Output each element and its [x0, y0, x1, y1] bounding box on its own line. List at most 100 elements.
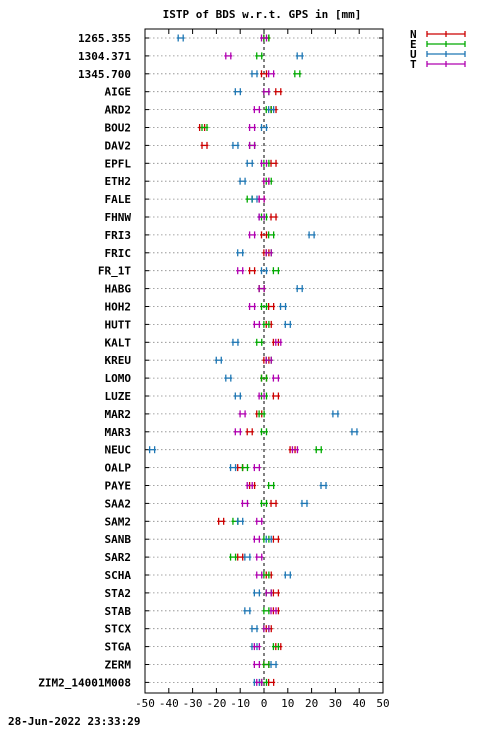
- data-point-U: [264, 535, 273, 543]
- data-point-T: [274, 338, 283, 346]
- legend-label-U: U: [410, 48, 417, 61]
- data-point-T: [248, 124, 257, 131]
- data-point-E: [293, 70, 302, 78]
- data-point-T: [252, 464, 261, 472]
- data-point-E: [260, 428, 268, 436]
- legend-label-N: N: [410, 28, 417, 41]
- data-point-T: [240, 499, 249, 507]
- data-point-T: [252, 643, 261, 651]
- site-label: KREU: [105, 354, 132, 367]
- data-point-N: [236, 553, 245, 561]
- data-point-T: [238, 410, 247, 418]
- site-label: KALT: [105, 336, 132, 349]
- data-point-T: [257, 392, 266, 400]
- data-point-N: [248, 267, 257, 275]
- site-label: ARD2: [105, 104, 132, 117]
- site-label: LOMO: [105, 372, 132, 385]
- data-point-N: [269, 499, 278, 507]
- data-point-E: [267, 231, 276, 239]
- x-tick-label: 10: [281, 697, 294, 710]
- data-point-N: [269, 159, 278, 167]
- timestamp: 28-Jun-2022 23:33:29: [8, 715, 140, 728]
- data-point-E: [260, 303, 268, 310]
- data-point-U: [243, 607, 252, 615]
- data-point-E: [229, 553, 238, 561]
- site-label: NEUC: [105, 444, 132, 457]
- site-label: ZIM2_14001M008: [38, 676, 131, 689]
- data-point-E: [260, 374, 268, 382]
- data-point-T: [257, 213, 266, 221]
- data-point-U: [245, 159, 254, 167]
- data-point-N: [200, 141, 209, 149]
- data-point-T: [255, 553, 264, 561]
- legend-label-E: E: [410, 38, 417, 51]
- site-label: BOU2: [105, 122, 132, 135]
- x-tick-label: -40: [159, 697, 179, 710]
- site-label: STGA: [105, 641, 132, 654]
- data-point-T: [271, 374, 280, 382]
- data-point-T: [236, 267, 245, 275]
- data-point-N: [269, 213, 278, 221]
- site-label: SAR2: [105, 551, 132, 564]
- site-label: ETH2: [105, 175, 132, 188]
- data-point-U: [252, 589, 261, 597]
- site-label: STCX: [105, 623, 132, 636]
- site-label: PAYE: [105, 480, 132, 493]
- site-label: HUTT: [105, 318, 132, 331]
- data-point-T: [255, 678, 264, 686]
- data-point-E: [257, 410, 266, 418]
- site-label: SCHA: [105, 569, 132, 582]
- data-point-U: [231, 141, 240, 149]
- data-point-T: [252, 106, 261, 114]
- data-point-T: [262, 625, 271, 633]
- data-point-E: [271, 643, 280, 651]
- data-point-U: [233, 392, 242, 400]
- site-label: MAR3: [105, 426, 132, 439]
- data-point-U: [295, 285, 304, 293]
- data-point-T: [255, 517, 264, 525]
- data-point-U: [214, 356, 223, 364]
- data-point-U: [250, 625, 259, 633]
- data-point-T: [262, 88, 271, 96]
- data-point-T: [252, 661, 261, 668]
- data-point-N: [267, 678, 276, 686]
- data-point-U: [231, 338, 240, 346]
- data-point-U: [176, 34, 185, 42]
- data-point-T: [264, 356, 273, 364]
- x-tick-label: 40: [353, 697, 366, 710]
- data-point-U: [307, 231, 316, 239]
- data-point-T: [233, 428, 242, 436]
- data-point-U: [229, 464, 238, 472]
- site-label: 1265.355: [78, 32, 131, 45]
- x-tick-label: 0: [261, 697, 268, 710]
- legend-label-T: T: [410, 58, 417, 71]
- data-point-N: [260, 70, 268, 78]
- data-point-N: [267, 303, 276, 310]
- site-labels: 1265.355 1304.371 1345.700 AIGE ARD2 BOU2 DAV2…: [38, 32, 131, 689]
- site-label: HOH2: [105, 301, 132, 314]
- data-point-U: [243, 553, 252, 561]
- data-point-T: [257, 285, 266, 293]
- data-point-U: [260, 124, 268, 131]
- site-label: FRIC: [105, 247, 132, 260]
- data-point-E: [255, 338, 264, 346]
- data-point-U: [233, 88, 242, 96]
- data-point-U: [236, 517, 245, 525]
- data-point-N: [260, 231, 268, 239]
- data-point-N: [271, 392, 280, 400]
- x-tick-label: 50: [376, 697, 389, 710]
- data-point-T: [264, 249, 273, 257]
- data-point-T: [267, 70, 276, 78]
- data-point-E: [200, 124, 209, 131]
- data-point-T: [260, 159, 268, 167]
- data-point-E: [267, 482, 276, 489]
- site-label: DAV2: [105, 139, 132, 152]
- grid-lines: [145, 37, 383, 683]
- data-point-E: [255, 52, 264, 60]
- data-point-E: [262, 607, 271, 615]
- data-point-U: [236, 249, 245, 257]
- data-point-T: [255, 571, 264, 579]
- chart-title: ISTP of BDS w.r.t. GPS in [mm]: [163, 8, 362, 21]
- data-point-E: [271, 267, 280, 275]
- site-label: SANB: [105, 533, 132, 546]
